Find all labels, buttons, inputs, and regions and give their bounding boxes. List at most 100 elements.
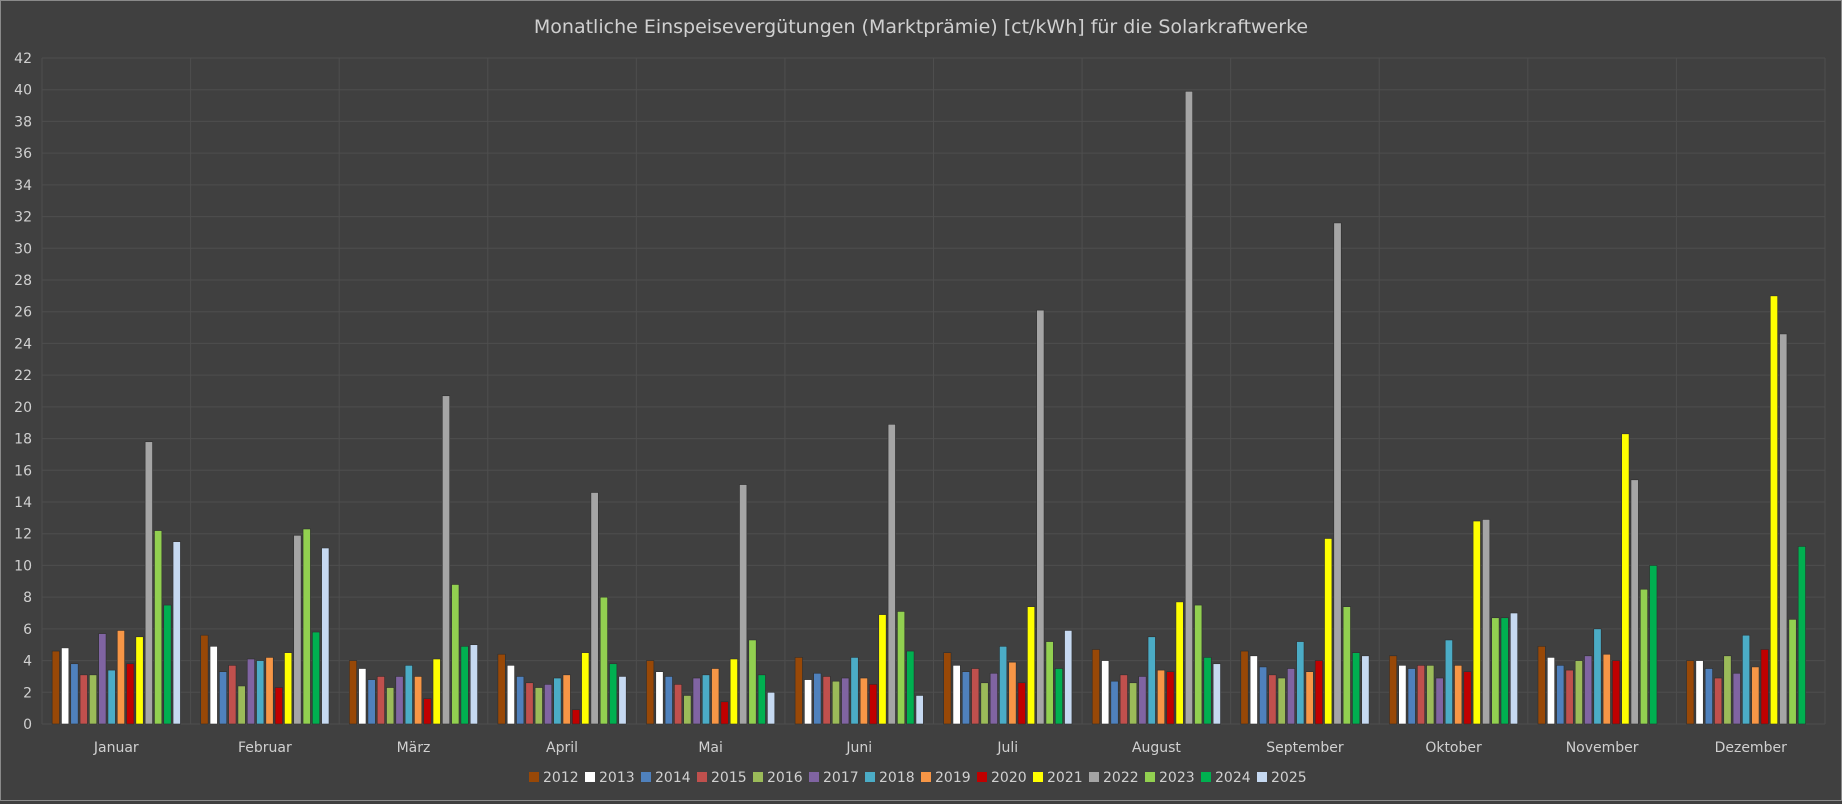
legend-label: 2016 [767, 770, 803, 786]
x-tick-label: Januar [93, 740, 139, 756]
bar-2017-februar [246, 658, 255, 725]
bar-2019-februar [265, 657, 274, 725]
bar-2012-september [1240, 650, 1249, 725]
bar-2021-dezember [1769, 295, 1778, 725]
legend: 2012 2013 2014 2015 2016 2017 2018 2019 2020 2021… [529, 770, 1307, 786]
bar-2024-juni [906, 650, 915, 725]
bar-2015-dezember [1714, 677, 1723, 725]
bar-2022-mai [739, 484, 748, 725]
bar-2012-märz [349, 660, 358, 725]
x-tick-label: November [1566, 740, 1639, 756]
bar-2025-april [618, 676, 627, 725]
bar-2024-august [1203, 657, 1212, 725]
bar-2022-august [1184, 91, 1193, 725]
legend-label: 2017 [823, 770, 859, 786]
y-tick-label: 30 [14, 241, 32, 257]
bar-2022-juni [887, 423, 896, 725]
legend-label: 2012 [543, 770, 579, 786]
bar-2013-januar [61, 647, 70, 725]
bar-2021-mai [729, 658, 738, 725]
y-tick-label: 18 [14, 432, 32, 448]
legend-item-2014: 2014 [641, 770, 691, 786]
bar-2025-august [1212, 663, 1221, 725]
bar-2017-juli [989, 672, 998, 725]
legend-label: 2023 [1159, 770, 1195, 786]
legend-swatch-2021 [1033, 772, 1043, 782]
bar-2016-dezember [1723, 655, 1732, 725]
bar-2015-januar [79, 674, 88, 725]
bar-2015-märz [376, 676, 385, 725]
bar-2017-märz [395, 676, 404, 725]
legend-label: 2013 [599, 770, 635, 786]
legend-label: 2022 [1103, 770, 1139, 786]
bar-2015-august [1119, 674, 1128, 725]
bar-2012-juni [794, 657, 803, 725]
bar-2016-mai [683, 695, 692, 725]
bar-2014-januar [70, 663, 79, 725]
bar-2023-dezember [1788, 619, 1797, 725]
legend-swatch-2025 [1257, 772, 1267, 782]
bar-2018-april [553, 677, 562, 725]
y-tick-label: 12 [14, 527, 32, 543]
bar-2021-september [1324, 538, 1333, 725]
legend-swatch-2014 [641, 772, 651, 782]
bar-2020-märz [423, 698, 432, 725]
bar-2023-april [599, 596, 608, 725]
legend-label: 2021 [1047, 770, 1083, 786]
bar-2017-oktober [1435, 677, 1444, 725]
y-tick-label: 42 [14, 51, 32, 67]
bar-2020-november [1612, 660, 1621, 725]
legend-swatch-2012 [529, 772, 539, 782]
y-tick-label: 4 [23, 654, 32, 670]
bar-2016-oktober [1426, 665, 1435, 725]
bar-2013-juli [952, 665, 961, 725]
legend-swatch-2015 [697, 772, 707, 782]
bars [51, 91, 1806, 725]
bar-2019-juni [859, 677, 868, 725]
bar-2015-februar [228, 665, 237, 725]
bar-2018-november [1593, 628, 1602, 725]
bar-2023-juni [897, 611, 906, 725]
y-tick-label: 38 [14, 114, 32, 130]
legend-item-2016: 2016 [753, 770, 803, 786]
bar-2020-januar [126, 663, 135, 725]
bar-2021-oktober [1472, 520, 1481, 725]
bar-2015-oktober [1416, 665, 1425, 725]
bar-2025-oktober [1509, 612, 1518, 725]
bar-2016-september [1277, 677, 1286, 725]
bar-2018-juli [999, 645, 1008, 725]
legend-item-2024: 2024 [1201, 770, 1251, 786]
y-tick-label: 10 [14, 558, 32, 574]
bar-2022-november [1630, 479, 1639, 725]
bar-2024-dezember [1797, 546, 1806, 725]
legend-swatch-2023 [1145, 772, 1155, 782]
bar-2018-september [1296, 641, 1305, 725]
bar-2018-märz [404, 665, 413, 725]
bar-2014-oktober [1407, 668, 1416, 725]
bar-2022-februar [293, 534, 302, 725]
bar-2013-august [1101, 660, 1110, 725]
bar-2025-juni [915, 695, 924, 725]
y-tick-label: 2 [23, 685, 32, 701]
bar-2014-juni [813, 672, 822, 725]
legend-swatch-2019 [921, 772, 931, 782]
y-tick-label: 40 [14, 83, 32, 99]
bar-2019-november [1602, 653, 1611, 725]
bar-2013-juni [804, 679, 813, 725]
bar-2018-februar [256, 660, 265, 725]
y-tick-label: 32 [14, 210, 32, 226]
bar-2023-märz [451, 584, 460, 725]
bar-2024-mai [757, 674, 766, 725]
bar-2017-november [1584, 655, 1593, 725]
y-tick-label: 26 [14, 305, 32, 321]
y-tick-label: 24 [14, 336, 32, 352]
y-tick-label: 36 [14, 146, 32, 162]
bar-2023-september [1342, 606, 1351, 725]
bar-2017-dezember [1732, 672, 1741, 725]
bar-2021-juni [878, 614, 887, 725]
bar-2020-oktober [1463, 671, 1472, 725]
legend-label: 2019 [935, 770, 971, 786]
x-tick-label: August [1132, 740, 1182, 756]
